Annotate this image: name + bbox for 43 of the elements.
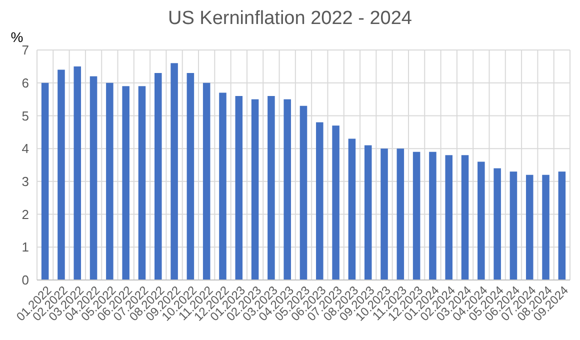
bar <box>122 86 130 280</box>
bar <box>412 152 420 280</box>
y-tick-label: 2 <box>22 206 29 222</box>
bar <box>380 148 388 280</box>
bar <box>542 174 550 280</box>
bar <box>106 82 114 280</box>
y-tick-label: 1 <box>22 240 29 255</box>
bar <box>41 82 49 280</box>
bar <box>445 155 452 280</box>
y-tick-label: 6 <box>22 75 29 90</box>
bar <box>58 70 65 280</box>
bar <box>251 99 259 280</box>
bar <box>235 96 243 280</box>
bar <box>74 66 82 280</box>
bar <box>332 126 340 280</box>
y-tick-label: 4 <box>22 141 29 156</box>
bar <box>526 174 534 280</box>
y-tick-label: 5 <box>22 108 29 124</box>
y-tick-label: 3 <box>22 174 29 189</box>
bar <box>461 155 469 280</box>
bar <box>558 172 566 280</box>
bar <box>429 152 436 280</box>
bar <box>202 82 210 280</box>
bar <box>478 162 485 280</box>
bar <box>284 99 291 280</box>
bar <box>138 86 146 280</box>
y-axis-title: % <box>10 29 24 45</box>
bar <box>219 92 226 280</box>
bar <box>316 122 324 280</box>
bar <box>348 138 356 280</box>
chart-title: US Kerninflation 2022 - 2024 <box>168 8 412 29</box>
bar <box>300 106 308 280</box>
bar <box>396 148 404 280</box>
bar <box>90 76 98 280</box>
y-tick-label: 7 <box>22 42 29 58</box>
bar <box>510 172 518 280</box>
bar <box>494 168 501 280</box>
bar <box>170 63 178 280</box>
bar <box>154 73 162 280</box>
y-tick-label: 0 <box>22 272 29 288</box>
bar <box>364 145 372 280</box>
bar <box>186 73 194 280</box>
bar <box>268 96 275 280</box>
